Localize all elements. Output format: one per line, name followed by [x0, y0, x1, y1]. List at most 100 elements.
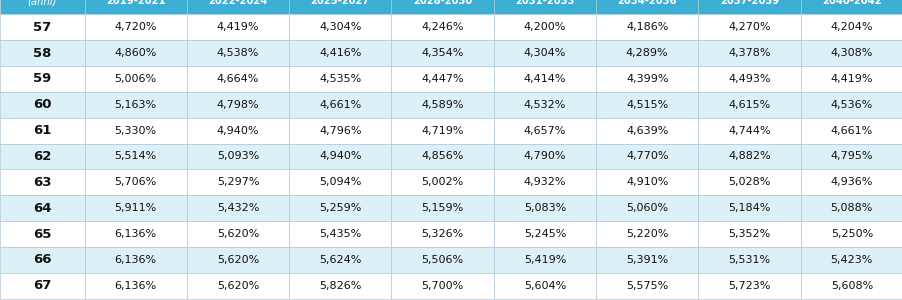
Bar: [187, 66, 289, 92]
Text: 58: 58: [33, 46, 51, 59]
Bar: [289, 169, 391, 195]
Text: 4,270%: 4,270%: [728, 22, 770, 32]
Text: 5,620%: 5,620%: [216, 229, 259, 239]
Bar: [800, 0, 902, 14]
Text: 5,608%: 5,608%: [830, 281, 872, 291]
Bar: [85, 0, 187, 14]
Bar: [800, 92, 902, 118]
Text: 66: 66: [33, 254, 51, 266]
Bar: [187, 143, 289, 170]
Text: 5,297%: 5,297%: [216, 177, 259, 187]
Text: 2034-2036: 2034-2036: [617, 0, 676, 6]
Text: 65: 65: [33, 228, 51, 241]
Text: 6,136%: 6,136%: [115, 255, 157, 265]
Text: 4,515%: 4,515%: [625, 100, 667, 110]
Text: 4,536%: 4,536%: [830, 100, 872, 110]
Text: 4,657%: 4,657%: [523, 126, 566, 136]
Bar: [800, 195, 902, 221]
Bar: [595, 247, 697, 273]
Text: 5,531%: 5,531%: [728, 255, 769, 265]
Bar: [85, 273, 187, 299]
Text: 5,706%: 5,706%: [115, 177, 157, 187]
Bar: [187, 247, 289, 273]
Text: 4,940%: 4,940%: [318, 152, 361, 161]
Text: 5,088%: 5,088%: [830, 203, 872, 213]
Bar: [187, 273, 289, 299]
Bar: [800, 66, 902, 92]
Text: 5,028%: 5,028%: [728, 177, 770, 187]
Bar: [187, 118, 289, 143]
Text: 6,136%: 6,136%: [115, 281, 157, 291]
Text: 5,620%: 5,620%: [216, 281, 259, 291]
Bar: [85, 40, 187, 66]
Text: 5,060%: 5,060%: [625, 203, 667, 213]
Text: 5,330%: 5,330%: [115, 126, 157, 136]
Text: 5,604%: 5,604%: [523, 281, 566, 291]
Bar: [697, 169, 800, 195]
Text: 64: 64: [33, 202, 51, 215]
Text: 4,204%: 4,204%: [830, 22, 872, 32]
Bar: [493, 273, 595, 299]
Bar: [595, 169, 697, 195]
Bar: [493, 195, 595, 221]
Text: 2028-2030: 2028-2030: [412, 0, 472, 6]
Bar: [0, 66, 85, 92]
Bar: [391, 40, 493, 66]
Text: 60: 60: [33, 98, 51, 111]
Text: 5,163%: 5,163%: [115, 100, 157, 110]
Bar: [391, 195, 493, 221]
Bar: [800, 273, 902, 299]
Bar: [595, 143, 697, 170]
Bar: [187, 169, 289, 195]
Bar: [289, 40, 391, 66]
Text: 5,326%: 5,326%: [421, 229, 464, 239]
Bar: [289, 66, 391, 92]
Text: 4,720%: 4,720%: [115, 22, 157, 32]
Text: 5,159%: 5,159%: [421, 203, 464, 213]
Bar: [493, 40, 595, 66]
Text: 5,259%: 5,259%: [318, 203, 361, 213]
Text: 4,856%: 4,856%: [421, 152, 464, 161]
Text: 4,790%: 4,790%: [523, 152, 566, 161]
Text: 4,639%: 4,639%: [625, 126, 667, 136]
Text: 4,308%: 4,308%: [830, 48, 872, 58]
Bar: [800, 247, 902, 273]
Bar: [595, 92, 697, 118]
Text: 5,093%: 5,093%: [216, 152, 259, 161]
Bar: [0, 14, 85, 40]
Bar: [595, 118, 697, 143]
Text: 5,352%: 5,352%: [728, 229, 769, 239]
Bar: [595, 195, 697, 221]
Bar: [0, 195, 85, 221]
Bar: [0, 143, 85, 170]
Text: 5,083%: 5,083%: [523, 203, 566, 213]
Bar: [187, 0, 289, 14]
Bar: [0, 169, 85, 195]
Bar: [391, 0, 493, 14]
Text: 5,094%: 5,094%: [318, 177, 361, 187]
Text: 57: 57: [33, 21, 51, 34]
Bar: [391, 169, 493, 195]
Bar: [391, 273, 493, 299]
Text: 4,304%: 4,304%: [318, 22, 361, 32]
Bar: [85, 169, 187, 195]
Text: 4,414%: 4,414%: [523, 74, 566, 84]
Text: 4,770%: 4,770%: [625, 152, 667, 161]
Text: 4,399%: 4,399%: [625, 74, 667, 84]
Bar: [493, 247, 595, 273]
Bar: [391, 14, 493, 40]
Bar: [0, 92, 85, 118]
Text: 4,882%: 4,882%: [727, 152, 770, 161]
Bar: [800, 143, 902, 170]
Text: 4,200%: 4,200%: [523, 22, 566, 32]
Text: 6,136%: 6,136%: [115, 229, 157, 239]
Text: 5,575%: 5,575%: [625, 281, 667, 291]
Bar: [289, 118, 391, 143]
Text: 4,744%: 4,744%: [727, 126, 770, 136]
Bar: [187, 40, 289, 66]
Bar: [0, 247, 85, 273]
Bar: [187, 221, 289, 247]
Text: 4,719%: 4,719%: [421, 126, 464, 136]
Text: 4,538%: 4,538%: [216, 48, 259, 58]
Bar: [289, 247, 391, 273]
